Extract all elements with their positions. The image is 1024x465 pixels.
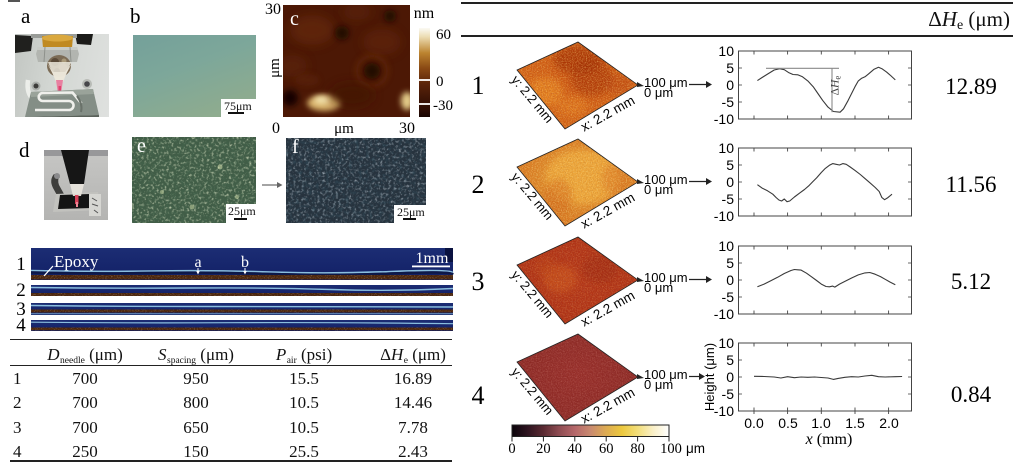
svg-text:-10: -10 [714,208,734,224]
svg-text:0: 0 [272,120,280,137]
svg-text:μm: μm [686,441,705,456]
svg-text:a: a [194,254,201,271]
svg-text:1.0: 1.0 [811,415,831,431]
svg-text:-10: -10 [714,111,734,127]
svg-text:0 μm: 0 μm [644,377,673,392]
svg-text:0.84: 0.84 [951,382,992,407]
svg-text:5.12: 5.12 [951,269,991,294]
svg-text:0: 0 [508,441,515,457]
svg-text:0 μm: 0 μm [644,85,673,100]
svg-text:5: 5 [726,352,734,368]
svg-text:30: 30 [399,120,415,137]
svg-text:100 μm: 100 μm [644,367,688,382]
svg-text:-10: -10 [714,403,734,419]
svg-text:100: 100 [660,441,682,457]
svg-text:10: 10 [718,335,734,351]
svg-text:2.0: 2.0 [879,415,899,431]
svg-text:-5: -5 [722,386,735,402]
svg-text:20: 20 [536,441,551,457]
svg-text:10: 10 [718,238,734,254]
svg-text:2: 2 [16,280,26,301]
svg-text:c: c [290,8,299,30]
svg-text:80: 80 [630,441,645,457]
svg-text:60: 60 [599,441,614,457]
svg-text:Height (μm): Height (μm) [702,343,717,411]
svg-text:0.0: 0.0 [744,415,764,431]
svg-text:5: 5 [726,255,734,271]
svg-text:x (mm): x (mm) [805,431,853,448]
svg-text:μm: μm [267,58,283,78]
svg-text:b: b [241,254,249,271]
svg-text:3: 3 [472,267,485,296]
svg-text:0.5: 0.5 [778,415,798,431]
svg-text:60: 60 [436,27,451,43]
svg-text:100 μm: 100 μm [644,270,688,285]
svg-text:0: 0 [726,272,734,288]
svg-text:5: 5 [726,60,734,76]
svg-text:30: 30 [265,1,281,18]
svg-text:0 μm: 0 μm [644,280,673,295]
svg-text:μm: μm [334,121,354,137]
svg-text:4: 4 [472,381,485,410]
svg-text:-5: -5 [722,94,735,110]
svg-text:4: 4 [16,315,26,335]
svg-text:5: 5 [726,157,734,173]
svg-text:0 μm: 0 μm [644,182,673,197]
svg-text:11.56: 11.56 [946,172,997,197]
svg-text:10: 10 [718,43,734,59]
svg-text:40: 40 [568,441,583,457]
svg-text:3: 3 [16,299,26,320]
svg-text:nm: nm [414,5,435,22]
svg-text:0: 0 [436,74,444,90]
svg-text:10: 10 [718,140,734,156]
svg-text:1: 1 [472,71,485,100]
svg-text:0: 0 [726,369,734,385]
svg-text:0: 0 [726,77,734,93]
svg-text:12.89: 12.89 [945,74,997,99]
svg-text:1.5: 1.5 [845,415,865,431]
svg-text:-10: -10 [714,306,734,322]
svg-text:-5: -5 [722,191,735,207]
svg-text:ΔHe: ΔHe [830,76,843,96]
svg-text:-30: -30 [433,98,453,114]
svg-text:100 μm: 100 μm [644,75,688,90]
svg-text:1mm: 1mm [416,250,449,267]
svg-text:Epoxy: Epoxy [54,252,99,271]
svg-text:100 μm: 100 μm [644,172,688,187]
svg-text:-5: -5 [722,289,735,305]
svg-text:0: 0 [726,174,734,190]
svg-text:1: 1 [16,254,26,275]
svg-text:2: 2 [472,170,485,199]
